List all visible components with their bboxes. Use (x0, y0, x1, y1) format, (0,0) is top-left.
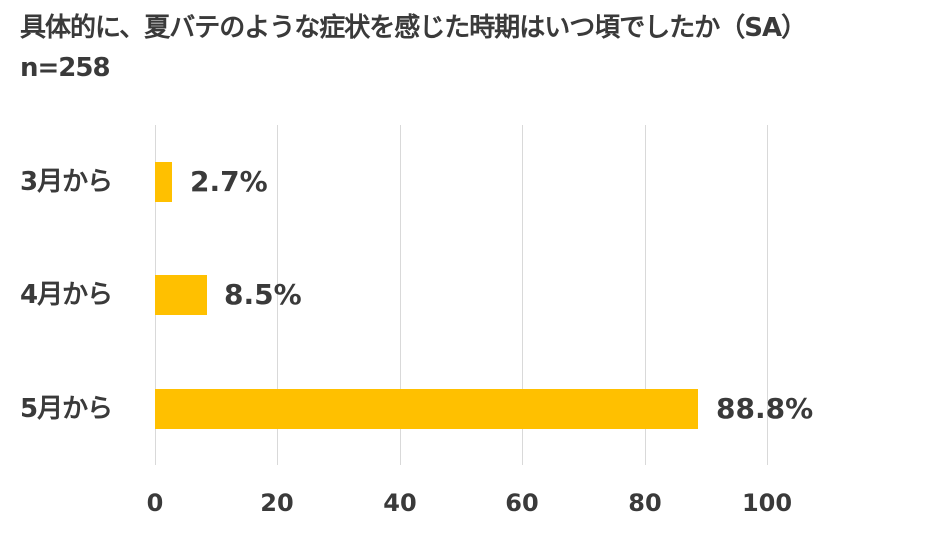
chart-title: 具体的に、夏バテのような症状を感じた時期はいつ頃でしたか（SA） n=258 (20, 8, 807, 88)
category-label: 5月から (20, 394, 113, 424)
gridline-80 (645, 125, 646, 465)
x-tick-label: 80 (628, 489, 662, 517)
chart-sample-size: n=258 (20, 53, 111, 83)
bar-april (155, 275, 207, 315)
bar-may (155, 389, 698, 429)
gridline-20 (277, 125, 278, 465)
category-label: 3月から (20, 167, 113, 197)
gridline-60 (522, 125, 523, 465)
gridline-100 (767, 125, 768, 465)
gridline-40 (400, 125, 401, 465)
value-label: 88.8% (716, 392, 814, 425)
x-tick-label: 20 (260, 489, 294, 517)
value-label: 8.5% (224, 278, 302, 311)
category-label: 4月から (20, 280, 113, 310)
x-tick-label: 100 (741, 489, 793, 517)
chart-title-question: 具体的に、夏バテのような症状を感じた時期はいつ頃でしたか（SA） (20, 13, 807, 43)
x-tick-label: 60 (505, 489, 539, 517)
x-tick-label: 40 (383, 489, 417, 517)
value-label: 2.7% (190, 165, 268, 198)
x-tick-label: 0 (146, 489, 164, 517)
bar-march (155, 162, 172, 202)
